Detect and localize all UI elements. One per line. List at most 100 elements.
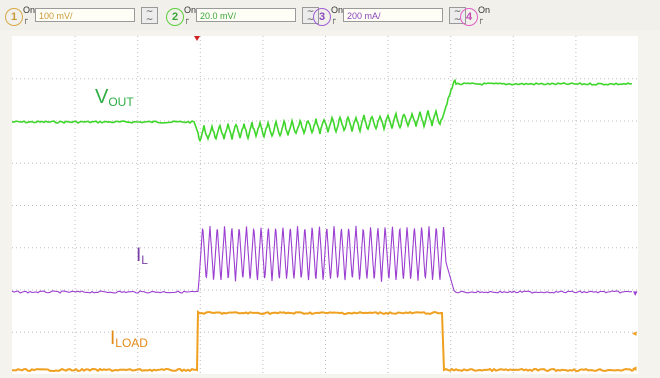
grid-dot [325,228,326,229]
trigger-marker[interactable] [194,36,200,41]
grid-dot [560,331,561,333]
channel-2-scale-field[interactable]: 20.0 mV/ [196,8,296,22]
grid-dot [248,120,249,122]
grid-dot [416,162,417,164]
grid-dot [604,162,605,164]
channel-4-on-label[interactable]: On [478,5,491,15]
grid-dot [137,344,139,345]
grid-dot [552,78,553,80]
grid-dot [364,289,365,291]
grid-dot [137,280,139,281]
iload-offset-marker[interactable]: ◂ [632,328,637,338]
grid-dot [92,78,93,80]
grid-dot [56,247,57,249]
grid-dot [216,331,217,333]
grid-dot [74,40,76,41]
grid-dot [420,205,421,206]
channel-toolbar: 1 On ┌ 100 mV/ ~ ~ 2 On ┌ 20.0 mV/ ~ ~ 3 O… [0,0,660,30]
grid-dot [324,331,325,333]
grid-dot [224,331,225,333]
grid-dot [325,308,326,309]
grid-dot [240,120,241,122]
grid-dot [256,162,257,164]
grid-dot [74,204,76,205]
grid-dot [412,331,413,333]
grid-dot [575,284,577,285]
grid-dot [232,289,233,291]
grid-dot [140,331,141,333]
grid-dot [452,205,453,206]
grid-dot [384,120,385,122]
grid-dot [300,247,301,249]
grid-dot [52,247,53,249]
grid-dot [104,331,105,333]
channel-1-scale-field[interactable]: 100 mV/ [35,8,135,22]
grid-dot [262,44,264,45]
iload-ground-marker[interactable]: ◂ [632,363,637,373]
grid-dot [575,280,577,281]
grid-dot [575,244,577,245]
grid-dot [450,288,452,289]
grid-dot [404,78,405,80]
channel-2-on-label[interactable]: On [184,5,197,15]
grid-dot [600,205,601,206]
grid-dot [584,205,585,206]
grid-dot [256,247,257,249]
grid-dot [387,372,389,373]
grid-dot [199,292,201,293]
grid-dot [124,331,125,333]
grid-dot [436,162,437,164]
grid-dot [262,68,264,69]
grid-dot [450,152,452,153]
grid-dot [262,312,264,313]
grid-dot [262,268,264,269]
grid-dot [164,78,165,80]
channel-1-badge[interactable]: 1 [5,8,23,26]
grid-dot [199,188,201,189]
grid-dot [324,78,325,80]
grid-dot [176,289,177,291]
grid-dot [448,205,449,206]
grid-dot [448,331,449,333]
grid-dot [216,247,217,249]
grid-dot [325,276,326,277]
channel-4-badge[interactable]: 4 [460,8,478,26]
channel-3-on-label[interactable]: On [331,5,344,15]
channel-1-ac-dc-button[interactable]: ~ ~ [141,7,158,25]
grid-dot [325,48,326,49]
il-ground-marker[interactable]: ▾ [633,288,638,298]
grid-dot [428,331,429,333]
grid-dot [575,192,577,193]
grid-dot [137,96,139,97]
il-label-sub: L [141,253,148,267]
channel-1-on-label[interactable]: On [23,5,36,15]
grid-dot [276,247,277,249]
grid-dot [272,289,273,291]
channel-2-badge[interactable]: 2 [166,8,184,26]
grid-dot [460,120,461,122]
grid-dot [575,116,577,117]
grid-dot [508,331,509,333]
grid-dot [208,289,209,291]
grid-dot [575,252,577,253]
grid-dot [512,332,514,333]
grid-dot [387,180,389,181]
grid-dot [296,162,297,164]
grid-dot [412,78,413,80]
grid-dot [288,162,289,164]
grid-dot [360,162,361,164]
channel-3-scale-field[interactable]: 200 mA/ [343,8,443,22]
grid-dot [387,196,389,197]
channel-3-badge[interactable]: 3 [313,8,331,26]
grid-dot [252,162,253,164]
grid-dot [325,208,326,209]
grid-dot [272,162,273,164]
grid-dot [199,216,201,217]
grid-dot [432,162,433,164]
grid-dot [148,331,149,333]
grid-dot [192,205,193,206]
grid-dot [262,156,264,157]
grid-dot [575,364,577,365]
grid-dot [572,247,573,249]
grid-dot [325,80,326,81]
